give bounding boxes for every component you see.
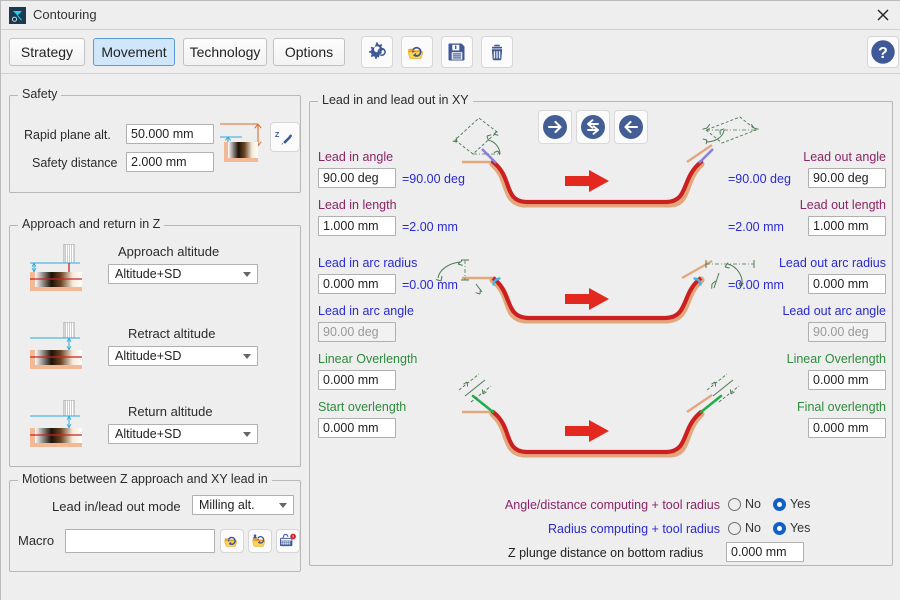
svg-text:?: ? [878, 45, 888, 62]
svg-text:Z: Z [275, 130, 280, 139]
